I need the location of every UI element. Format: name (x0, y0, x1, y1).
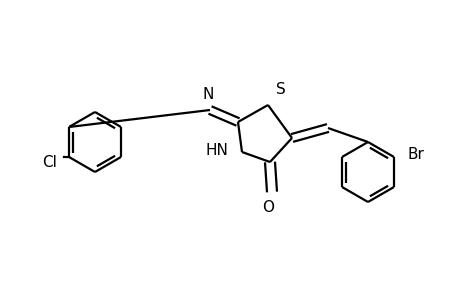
Text: S: S (275, 82, 285, 97)
Text: Cl: Cl (42, 154, 57, 169)
Text: N: N (202, 87, 213, 102)
Text: HN: HN (205, 142, 228, 158)
Text: Br: Br (407, 146, 424, 161)
Text: O: O (262, 200, 274, 215)
